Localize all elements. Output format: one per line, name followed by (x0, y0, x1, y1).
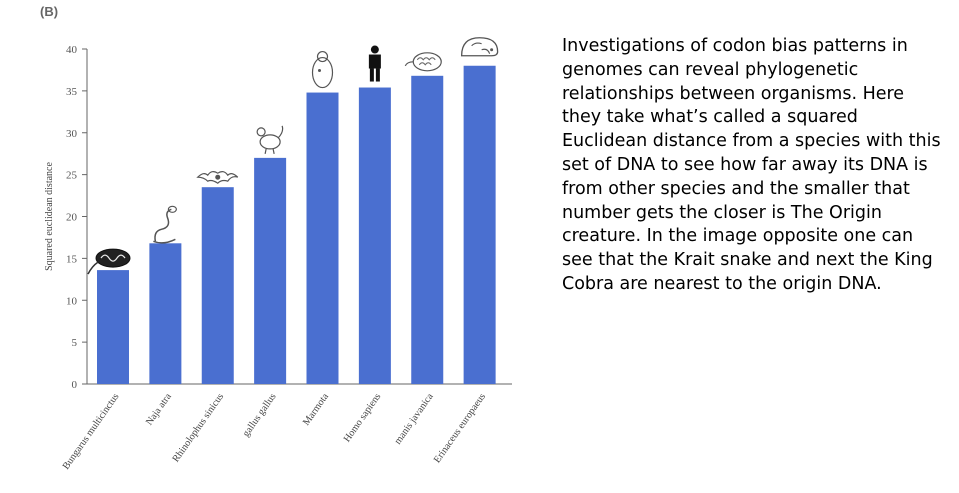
x-tick-label: Erinaceus europaeus (432, 391, 488, 465)
x-tick-label: Naja atra (144, 391, 174, 428)
pangolin-icon (404, 52, 442, 72)
bar (201, 187, 234, 384)
hedgehog-icon (460, 37, 499, 57)
y-tick-label: 25 (66, 170, 78, 182)
bat-icon (196, 170, 239, 184)
y-tick-label: 20 (66, 212, 78, 224)
bar (411, 75, 444, 385)
bar (306, 92, 339, 385)
x-tick-label: Rhinolophus sinicus (171, 391, 227, 464)
human-icon (368, 45, 381, 82)
chart-figure: (B) 0 5 10 15 20 25 30 35 40 Squared euclidean di… (40, 4, 512, 472)
marmot-icon (311, 50, 334, 89)
y-tick-label: 0 (72, 379, 78, 391)
bar (463, 65, 496, 384)
x-tick-label: Marmota (301, 391, 331, 428)
y-axis-label: Squared euclidean distance (44, 162, 55, 271)
y-tick-label: 35 (66, 86, 78, 98)
x-tick-label: manis javanica (392, 391, 436, 447)
description-text: Investigations of codon bias patterns in… (562, 36, 941, 294)
cobra-icon (153, 205, 177, 244)
krait-icon (87, 248, 131, 275)
x-tick-label: gallus gallus (241, 391, 279, 439)
chicken-icon (256, 125, 284, 154)
panel-label: (B) (40, 4, 59, 19)
y-tick-label: 10 (66, 295, 78, 307)
bar (149, 243, 182, 384)
bar (97, 270, 129, 384)
y-tick-label: 5 (72, 337, 78, 349)
bar (254, 157, 287, 384)
bar (358, 87, 391, 385)
y-tick-label: 40 (66, 44, 78, 56)
y-tick-label: 30 (66, 128, 78, 140)
x-tick-label: Bungarus multicinctus (61, 391, 122, 471)
y-tick-label: 15 (66, 253, 78, 265)
bar-chart: 0 5 10 15 20 25 30 35 40 Squared euclidean distan… (44, 37, 512, 472)
x-tick-label: Homo sapiens (342, 391, 384, 444)
